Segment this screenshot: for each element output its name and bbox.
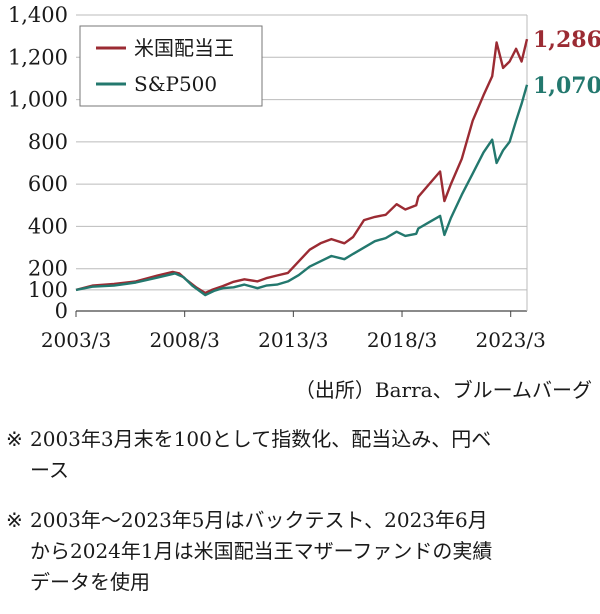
end-label-kings: 1,286 <box>533 27 600 53</box>
footnote-1: ※ 2003年3月末を100として指数化、配当込み、円ベ ース <box>6 424 594 486</box>
legend: 米国配当王 S&P500 <box>79 25 263 107</box>
series-lines <box>75 38 529 297</box>
x-tick-label: 2003/3 <box>41 328 111 352</box>
y-tick-label: 0 <box>55 299 68 323</box>
legend-label-kings: 米国配当王 <box>134 36 234 60</box>
end-labels: 1,286 1,070 <box>533 27 600 99</box>
source-caption: （出所）Barra、ブルームバーグ <box>294 378 592 402</box>
footnote-text-line: ース <box>30 458 69 482</box>
y-tick-label: 600 <box>28 172 68 196</box>
y-tick-label: 200 <box>28 257 68 281</box>
y-tick-label: 1,200 <box>8 45 68 69</box>
legend-label-sp500: S&P500 <box>134 72 217 96</box>
x-tick-label: 2018/3 <box>367 328 437 352</box>
footnote-text-line: データを使用 <box>30 570 150 594</box>
y-tick-label: 1,400 <box>8 3 68 27</box>
y-tick-label: 100 <box>28 278 68 302</box>
footnote-mark: ※ <box>6 508 23 532</box>
y-tick-label: 400 <box>28 214 68 238</box>
footnote-2: ※ 2003年～2023年5月はバックテスト、2023年6月 から2024年1月は… <box>6 505 594 598</box>
end-label-sp500: 1,070 <box>533 73 600 99</box>
y-tick-label: 1,000 <box>8 88 68 112</box>
x-tick-label: 2013/3 <box>258 328 328 352</box>
footnote-text-line: 2003年～2023年5月はバックテスト、2023年6月 <box>30 508 488 532</box>
y-tick-label: 800 <box>28 130 68 154</box>
x-tick-label: 2008/3 <box>149 328 219 352</box>
series-line-sp500 <box>75 84 529 297</box>
x-tick-label: 2023/3 <box>476 328 546 352</box>
legend-box <box>79 25 263 107</box>
x-axis-ticks: 2003/3 2008/3 2013/3 2018/3 2023/3 <box>41 311 546 352</box>
footnote-text-line: 2003年3月末を100として指数化、配当込み、円ベ <box>30 427 492 451</box>
footnote-text-line: から2024年1月は米国配当王マザーファンドの実績 <box>30 539 493 563</box>
footnote-mark: ※ <box>6 427 23 451</box>
